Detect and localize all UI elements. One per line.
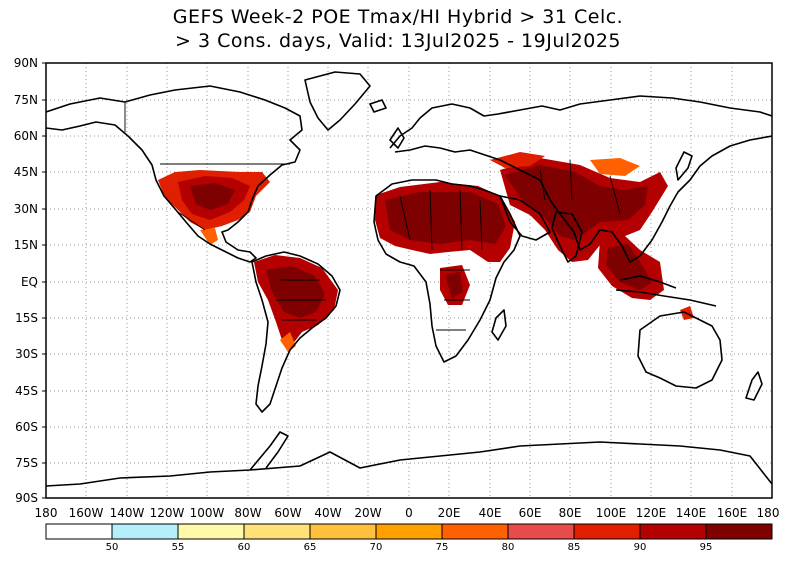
colorbar-swatch [705,523,773,540]
colorbar-swatch [309,523,377,540]
coastlines [46,71,772,487]
lat-label-60s: 60S [15,420,38,434]
map-background [46,63,772,498]
colorbar-label: 60 [238,542,251,553]
lat-label-30n: 30N [14,202,38,216]
colorbar-swatch [243,523,311,540]
lon-label-60w: 60W [274,506,301,520]
colorbar-swatch [639,523,707,540]
lon-label-40w: 40W [314,506,341,520]
colorbar-label: 65 [304,542,317,553]
colorbar-label: 80 [502,542,515,553]
axis-ticks [42,62,46,499]
lat-label-75s: 75S [15,456,38,470]
colorbar-label: 85 [568,542,581,553]
lon-label-0: 0 [405,506,413,520]
colorbar-swatch [45,523,113,540]
lon-label-20w: 20W [354,506,381,520]
colorbar-swatch [441,523,509,540]
lat-label-75n: 75N [14,93,38,107]
lon-label-160e: 160E [717,506,748,520]
colorbar-label: 55 [172,542,185,553]
lat-label-15s: 15S [15,311,38,325]
colorbar-swatch [177,523,245,540]
lon-label-40e: 40E [479,506,502,520]
lat-label-eq: EQ [21,275,38,289]
colorbar-swatch [507,523,575,540]
lon-label-80e: 80E [559,506,582,520]
colorbar: 50 55 60 65 70 75 80 85 90 95 [45,523,773,553]
lon-label-180w: 180 [35,506,58,520]
lat-label-45s: 45S [15,384,38,398]
lat-label-90s: 90S [15,491,38,505]
longitude-labels: 180 160W 140W 120W 100W 80W 60W 40W 20W … [35,506,780,520]
map-frame [45,62,773,499]
lat-label-90n: 90N [14,56,38,70]
lon-label-100w: 100W [190,506,225,520]
lat-label-60n: 60N [14,129,38,143]
lat-label-30s: 30S [15,347,38,361]
lon-label-100e: 100E [596,506,627,520]
lon-label-120w: 120W [150,506,185,520]
colorbar-label: 70 [370,542,383,553]
map-title-line-1: GEFS Week-2 POE Tmax/HI Hybrid > 31 Celc… [172,6,624,28]
lon-label-20e: 20E [438,506,461,520]
colorbar-label: 90 [634,542,647,553]
graticule [46,63,772,498]
map-title-line-2: > 3 Cons. days, Valid: 13Jul2025 - 19Jul… [175,30,621,52]
lat-label-15n: 15N [14,238,38,252]
lon-label-160w: 160W [69,506,104,520]
lon-label-120e: 120E [636,506,667,520]
lon-label-140w: 140W [110,506,145,520]
country-borders [124,102,621,331]
lon-label-140e: 140E [676,506,707,520]
colorbar-label: 75 [436,542,449,553]
colorbar-label: 95 [700,542,713,553]
lon-label-180e: 180 [757,506,780,520]
latitude-labels: 90N 75N 60N 45N 30N 15N EQ 15S 30S 45S 6… [14,56,38,505]
colorbar-swatch [375,523,443,540]
colorbar-swatch [111,523,179,540]
lat-label-45n: 45N [14,165,38,179]
colorbar-label: 50 [106,542,119,553]
lon-label-80w: 80W [234,506,261,520]
lon-label-60e: 60E [519,506,542,520]
colorbar-swatch [573,523,641,540]
